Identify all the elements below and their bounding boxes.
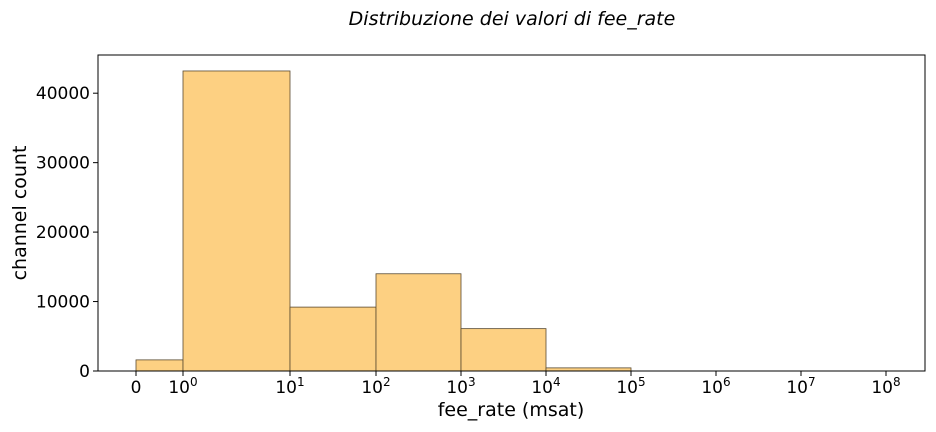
y-tick-label-3: 30000	[36, 154, 90, 174]
chart-title: Distribuzione dei valori di fee_rate	[349, 8, 676, 30]
bars-group	[135, 70, 632, 372]
y-tick-label-2: 20000	[36, 223, 90, 243]
y-tick-label-1: 10000	[36, 293, 90, 313]
x-tick-label-4: 103	[446, 375, 475, 398]
x-tick-label-7: 106	[701, 375, 730, 398]
x-tick-label-3: 102	[361, 375, 390, 398]
bar-2	[289, 306, 377, 372]
x-axis-ticks: 0 100 101 102 103 104 105 106 107 108	[131, 371, 901, 398]
bar-0	[135, 359, 184, 372]
x-tick-label-9: 108	[871, 375, 900, 398]
x-tick-label-5: 104	[531, 375, 560, 398]
x-tick-label-0: 0	[131, 378, 142, 398]
x-tick-label-1: 100	[168, 375, 197, 398]
x-tick-label-2: 101	[275, 375, 304, 398]
y-tick-label-4: 40000	[36, 84, 90, 104]
plot-frame	[97, 54, 926, 372]
y-tick-label-0: 0	[79, 362, 90, 382]
y-axis-ticks: 0 10000 20000 30000 40000	[36, 84, 98, 382]
bar-4	[460, 328, 547, 372]
x-axis-label: fee_rate (msat)	[438, 399, 585, 421]
y-axis-label: channel count	[9, 146, 31, 281]
x-tick-label-8: 107	[786, 375, 815, 398]
bar-3	[375, 273, 462, 372]
x-tick-label-6: 105	[616, 375, 645, 398]
bar-1	[182, 70, 291, 372]
